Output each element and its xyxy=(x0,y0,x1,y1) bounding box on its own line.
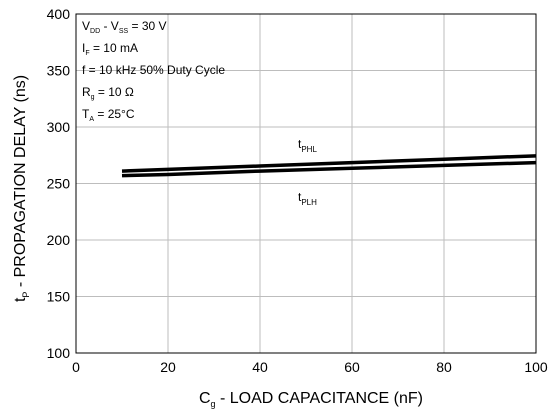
series-line-plh xyxy=(121,160,537,178)
y-tick-label: 150 xyxy=(47,289,71,305)
condition-line: Rg = 10 Ω xyxy=(82,85,134,101)
condition-line: VDD - VSS = 30 V xyxy=(82,19,167,35)
series-line-phl xyxy=(121,154,537,173)
y-tick-label: 350 xyxy=(47,63,71,79)
ticks: 0 20 40 60 80 100 100 150 200 250 300 350 400 xyxy=(47,6,548,375)
x-tick-label: 60 xyxy=(344,359,360,375)
series-label-plh: tPLH xyxy=(298,190,317,207)
conditions-annotation: VDD - VSS = 30 V IF = 10 mA f = 10 kHz 50%… xyxy=(82,19,225,123)
y-tick-label: 100 xyxy=(47,345,71,361)
condition-line: TA = 25°C xyxy=(82,107,135,123)
x-tick-label: 80 xyxy=(436,359,452,375)
y-tick-label: 300 xyxy=(47,119,71,135)
y-tick-label: 250 xyxy=(47,176,71,192)
plot-frame xyxy=(75,13,537,354)
x-tick-label: 100 xyxy=(524,359,548,375)
x-tick-label: 40 xyxy=(252,359,268,375)
series-label-phl: tPHL xyxy=(298,137,317,154)
series-labels: tPHL tPLH xyxy=(298,137,317,207)
x-tick-label: 20 xyxy=(160,359,176,375)
y-tick-label: 400 xyxy=(47,6,71,22)
condition-line: IF = 10 mA xyxy=(82,41,138,57)
y-axis-label: tP - PROPAGATION DELAY (ns) xyxy=(12,75,31,302)
x-tick-label: 0 xyxy=(72,359,80,375)
x-axis-label: Cg - LOAD CAPACITANCE (nF) xyxy=(199,390,423,409)
condition-line: f = 10 kHz 50% Duty Cycle xyxy=(82,63,225,77)
series-lines xyxy=(121,154,537,178)
grid xyxy=(76,14,536,353)
y-tick-label: 200 xyxy=(47,232,71,248)
